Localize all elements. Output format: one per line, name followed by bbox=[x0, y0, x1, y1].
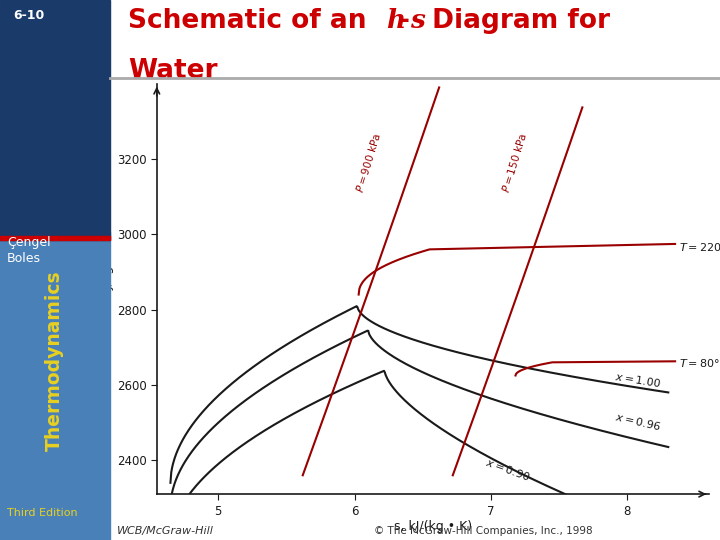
Text: h: h bbox=[386, 8, 405, 33]
Text: WCB/McGraw-Hill: WCB/McGraw-Hill bbox=[117, 525, 214, 536]
Text: $P = 900\ \mathrm{kPa}$: $P = 900\ \mathrm{kPa}$ bbox=[354, 131, 383, 194]
Text: $x = 0.96$: $x = 0.96$ bbox=[613, 411, 662, 433]
Text: -: - bbox=[399, 8, 410, 34]
X-axis label: s, kJ/(kg • K): s, kJ/(kg • K) bbox=[394, 521, 472, 534]
Text: Thermodynamics: Thermodynamics bbox=[45, 270, 63, 450]
Text: $T = 80$°$\mathrm{C}$: $T = 80$°$\mathrm{C}$ bbox=[679, 357, 720, 369]
Text: © The McGraw-Hill Companies, Inc., 1998: © The McGraw-Hill Companies, Inc., 1998 bbox=[374, 525, 593, 536]
Text: $P = 150\ \mathrm{kPa}$: $P = 150\ \mathrm{kPa}$ bbox=[500, 131, 529, 194]
Text: Çengel: Çengel bbox=[7, 235, 51, 249]
Text: $x = 1.00$: $x = 1.00$ bbox=[613, 370, 662, 389]
Text: Third Edition: Third Edition bbox=[7, 508, 78, 518]
Text: $x = 0.90$: $x = 0.90$ bbox=[484, 456, 532, 483]
Text: 6-10: 6-10 bbox=[13, 9, 45, 22]
Text: s: s bbox=[410, 8, 425, 33]
Text: Diagram for: Diagram for bbox=[423, 8, 611, 34]
Text: Water: Water bbox=[128, 58, 217, 84]
Text: Schematic of an: Schematic of an bbox=[128, 8, 376, 34]
Text: $T = 220$°$\mathrm{C}$: $T = 220$°$\mathrm{C}$ bbox=[679, 241, 720, 253]
Y-axis label: h, kJ/kg: h, kJ/kg bbox=[101, 266, 114, 312]
Text: Boles: Boles bbox=[7, 252, 41, 265]
